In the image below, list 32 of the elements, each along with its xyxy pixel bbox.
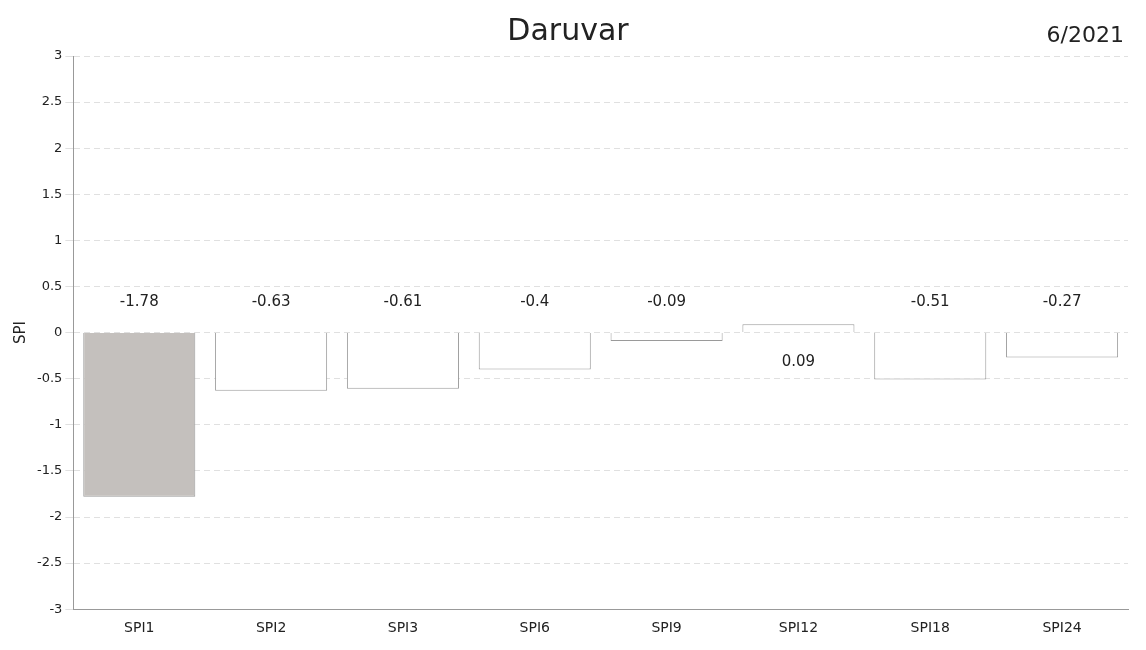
data-label: -0.09: [647, 292, 686, 311]
y-tick-label: 1: [54, 231, 63, 247]
y-tick-label: 2.5: [41, 93, 63, 109]
data-label: -1.78: [119, 292, 159, 311]
x-tick-label: SPI12: [778, 619, 819, 636]
y-tick-label: 0: [54, 323, 63, 339]
data-label: 0.09: [781, 352, 816, 371]
x-tick-label: SPI1: [124, 619, 155, 636]
y-tick-label: -2.5: [36, 554, 63, 570]
y-axis-title: SPI: [10, 321, 29, 345]
y-tick-label: 2: [54, 139, 63, 155]
x-tick-label: SPI9: [651, 619, 682, 636]
x-tick-label: SPI6: [519, 619, 551, 636]
y-tick-label: 3: [54, 47, 63, 63]
y-tick-label: -3: [49, 600, 63, 616]
x-tick-label: SPI24: [1042, 619, 1082, 636]
data-label: -0.27: [1042, 292, 1082, 311]
data-label: -0.61: [383, 292, 423, 311]
chart-title: Daruvar: [507, 11, 630, 47]
y-tick-label: 0.5: [41, 277, 63, 293]
y-tick-label: -0.5: [36, 370, 63, 386]
y-tick-label: -1: [49, 416, 63, 432]
data-label: -0.63: [251, 292, 291, 311]
y-tick-label: -2: [49, 508, 63, 524]
text: 6/2021: [1046, 21, 1124, 47]
data-label: -0.51: [910, 292, 950, 311]
y-tick-label: 1.5: [41, 185, 63, 201]
y-tick-label: -1.5: [36, 462, 63, 478]
x-tick-label: SPI3: [387, 619, 419, 636]
x-tick-label: SPI2: [255, 619, 287, 636]
data-label: -0.4: [520, 292, 550, 311]
x-tick-label: SPI18: [910, 619, 950, 636]
